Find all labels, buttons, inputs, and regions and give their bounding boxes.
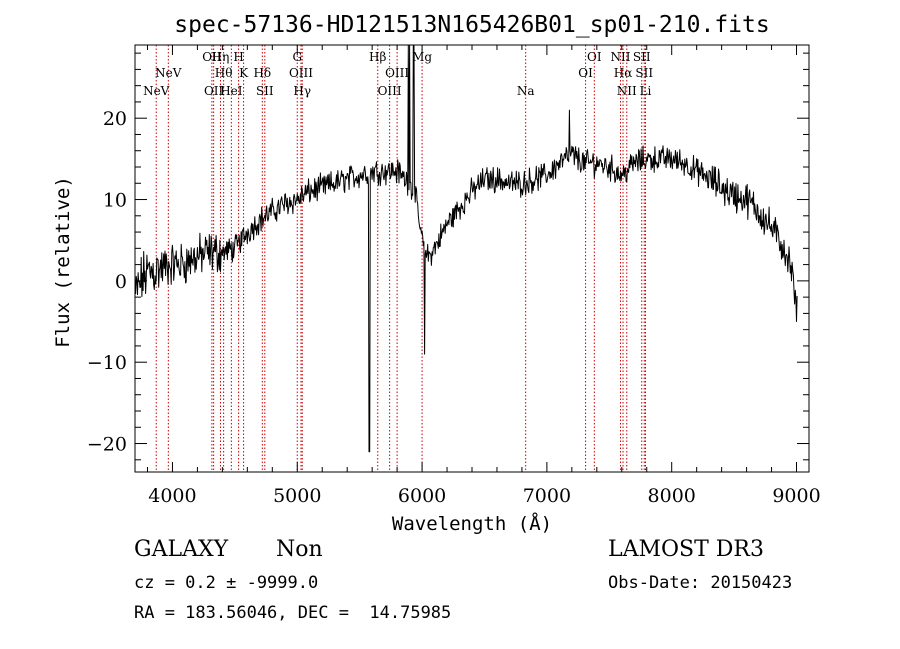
x-tick-label-2: 6000	[398, 485, 446, 507]
y-axis-label: Flux (relative)	[52, 176, 74, 348]
marker-label-20: OI	[587, 50, 602, 64]
marker-label-13: Hγ	[293, 84, 311, 98]
x-tick-label-3: 7000	[523, 485, 571, 507]
object-subclass-label: Non	[276, 537, 323, 562]
x-tick-label-0: 4000	[148, 485, 196, 507]
y-tick-label-2: 0	[115, 271, 127, 293]
marker-label-2: OII	[202, 50, 222, 64]
survey-label: LAMOST DR3	[608, 537, 764, 562]
marker-label-25: SII	[635, 66, 653, 80]
marker-label-7: H	[233, 50, 243, 64]
x-axis-ticks: 4000 5000 6000 7000 8000 9000	[146, 45, 821, 507]
plot-frame	[134, 44, 810, 473]
marker-label-19: OI	[578, 66, 593, 80]
marker-label-4: Hη	[212, 50, 230, 64]
spectrum-series	[135, 44, 798, 453]
marker-label-15: OIII	[378, 84, 402, 98]
marker-label-26: Li	[640, 84, 652, 98]
marker-label-3: OII	[204, 84, 224, 98]
marker-label-0: NeV	[143, 84, 170, 98]
marker-label-10: SII	[256, 84, 274, 98]
chart-title: spec-57136-HD121513N165426B01_sp01-210.f…	[174, 12, 769, 38]
y-tick-label-3: 10	[103, 190, 127, 212]
marker-label-8: K	[239, 66, 249, 80]
x-tick-label-5: 9000	[772, 485, 820, 507]
marker-label-11: G	[292, 50, 302, 64]
marker-label-17: Mg	[412, 50, 432, 64]
marker-label-24: SII	[633, 50, 651, 64]
marker-label-1: NeV	[155, 66, 182, 80]
marker-label-18: Na	[517, 84, 535, 98]
marker-label-23: NII	[617, 84, 637, 98]
obs-date-text: Obs-Date: 20150423	[608, 573, 793, 593]
marker-label-16: OIII	[385, 66, 409, 80]
marker-label-6: HeI	[220, 84, 243, 98]
x-tick-label-1: 5000	[273, 485, 321, 507]
marker-label-12: OIII	[289, 66, 313, 80]
y-axis-ticks: −20 −10 0 10 20	[87, 52, 809, 461]
x-axis-label: Wavelength (Å)	[392, 512, 552, 535]
y-tick-label-0: −20	[87, 434, 127, 456]
coordinates-text: RA = 183.56046, DEC = 14.75985	[134, 603, 452, 623]
spectrum-line	[135, 44, 798, 453]
y-tick-label-4: 20	[103, 108, 127, 130]
marker-label-22: Hα	[614, 66, 633, 80]
emission-line-markers	[155, 45, 646, 472]
x-tick-label-4: 8000	[648, 485, 696, 507]
marker-label-5: Hθ	[215, 66, 233, 80]
object-class-label: GALAXY	[134, 537, 229, 562]
marker-label-14: Hβ	[369, 50, 386, 64]
y-tick-label-1: −10	[87, 352, 127, 374]
redshift-text: cz = 0.2 ± -9999.0	[134, 573, 319, 593]
marker-label-21: NII	[611, 50, 631, 64]
marker-label-9: Hδ	[253, 66, 271, 80]
